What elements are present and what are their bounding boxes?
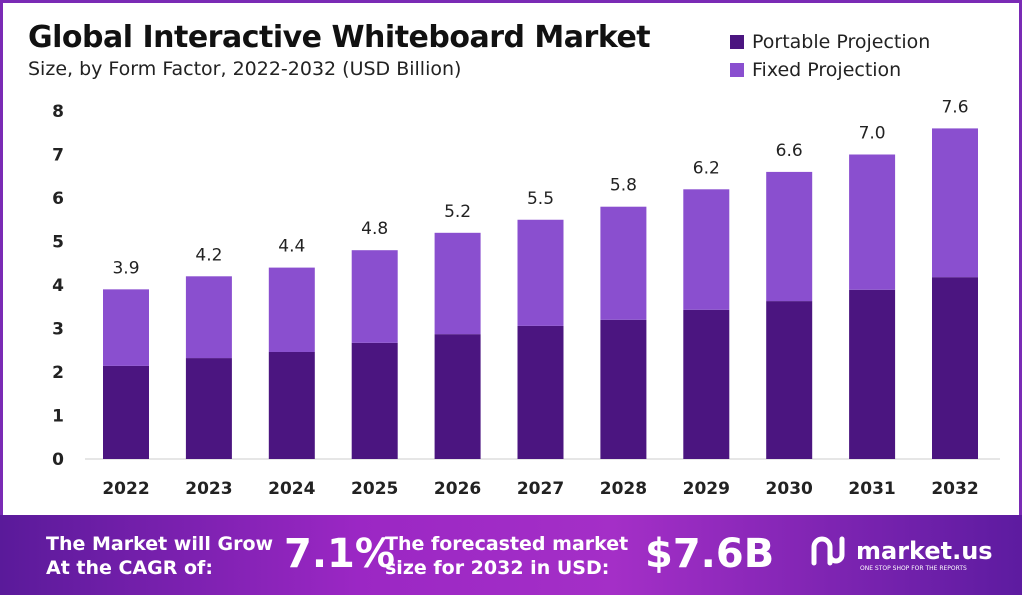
bar-portable-projection — [103, 365, 149, 459]
bar-portable-projection — [434, 334, 481, 459]
bar-fixed-projection — [434, 232, 481, 335]
data-label: 3.9 — [112, 258, 139, 278]
data-label: 4.4 — [278, 237, 305, 257]
legend-item-portable: Portable Projection — [730, 28, 930, 56]
legend-item-fixed: Fixed Projection — [730, 56, 930, 84]
x-tick-label: 2022 — [102, 479, 149, 499]
x-tick-label: 2025 — [351, 479, 398, 499]
x-tick-label: 2028 — [600, 479, 647, 499]
y-tick-label: 4 — [52, 276, 64, 296]
x-tick-label: 2029 — [683, 479, 730, 499]
y-tick-label: 6 — [52, 189, 64, 209]
y-tick-label: 0 — [52, 450, 64, 470]
x-tick-label: 2023 — [185, 479, 232, 499]
y-tick-label: 1 — [52, 407, 64, 427]
bar-fixed-projection — [683, 189, 730, 310]
bar-portable-projection — [517, 325, 564, 459]
bar-fixed-projection — [268, 267, 315, 352]
data-label: 7.0 — [859, 124, 886, 144]
y-tick-label: 5 — [52, 233, 64, 253]
legend: Portable Projection Fixed Projection — [730, 28, 930, 84]
legend-swatch — [730, 35, 744, 49]
x-tick-label: 2031 — [848, 479, 895, 499]
data-label: 5.8 — [610, 176, 637, 196]
legend-label: Fixed Projection — [752, 59, 902, 81]
bar-fixed-projection — [185, 276, 232, 359]
forecast-value: $7.6B — [645, 531, 775, 577]
bar-portable-projection — [600, 319, 647, 459]
bar-fixed-projection — [103, 289, 149, 366]
cagr-label: The Market will Grow At the CAGR of: — [46, 533, 274, 579]
x-tick-label: 2027 — [517, 479, 564, 499]
bar-fixed-projection — [351, 250, 398, 343]
data-label: 4.2 — [195, 245, 222, 265]
bar-portable-projection — [849, 289, 896, 459]
footer-banner: The Market will Grow At the CAGR of: 7.1%… — [0, 515, 1022, 595]
data-label: 6.2 — [693, 158, 720, 178]
bar-portable-projection — [683, 309, 730, 459]
y-tick-label: 7 — [52, 146, 64, 166]
bar-fixed-projection — [932, 128, 978, 278]
bar-portable-projection — [268, 351, 315, 459]
market-us-logo-icon — [811, 536, 845, 566]
data-label: 4.8 — [361, 219, 388, 239]
brand-name: market.us — [856, 537, 993, 565]
x-tick-label: 2032 — [931, 479, 978, 499]
bar-fixed-projection — [849, 154, 896, 290]
data-label: 5.5 — [527, 189, 554, 209]
data-label: 5.2 — [444, 202, 471, 222]
bar-portable-projection — [932, 277, 978, 459]
brand-tagline: ONE STOP SHOP FOR THE REPORTS — [860, 565, 967, 572]
bar-fixed-projection — [600, 206, 647, 320]
x-tick-label: 2024 — [268, 479, 315, 499]
legend-label: Portable Projection — [752, 31, 931, 53]
y-tick-label: 8 — [52, 102, 64, 122]
cagr-value: 7.1% — [284, 531, 395, 577]
bar-portable-projection — [185, 358, 232, 459]
data-label: 7.6 — [941, 97, 968, 117]
bar-fixed-projection — [517, 219, 564, 326]
data-label: 6.6 — [776, 141, 803, 161]
chart-plot: 0 1 2 3 4 5 6 7 8 3.9 2022 4.2 2023 4.4 2024 4.8 2025 5.2… — [52, 97, 1000, 499]
legend-swatch — [730, 63, 744, 77]
chart-title: Global Interactive Whiteboard Market — [28, 20, 651, 55]
bar-portable-projection — [766, 301, 813, 459]
y-tick-label: 3 — [52, 320, 64, 340]
forecast-label: The forecasted market size for 2032 in US… — [385, 533, 629, 579]
bar-portable-projection — [351, 342, 398, 459]
y-tick-label: 2 — [52, 363, 64, 383]
chart-subtitle: Size, by Form Factor, 2022-2032 (USD Bil… — [28, 58, 462, 80]
brand-logo: market.us ONE STOP SHOP FOR THE REPORTS — [810, 533, 993, 572]
x-tick-label: 2030 — [766, 479, 813, 499]
x-tick-label: 2026 — [434, 479, 481, 499]
bar-fixed-projection — [766, 171, 813, 302]
